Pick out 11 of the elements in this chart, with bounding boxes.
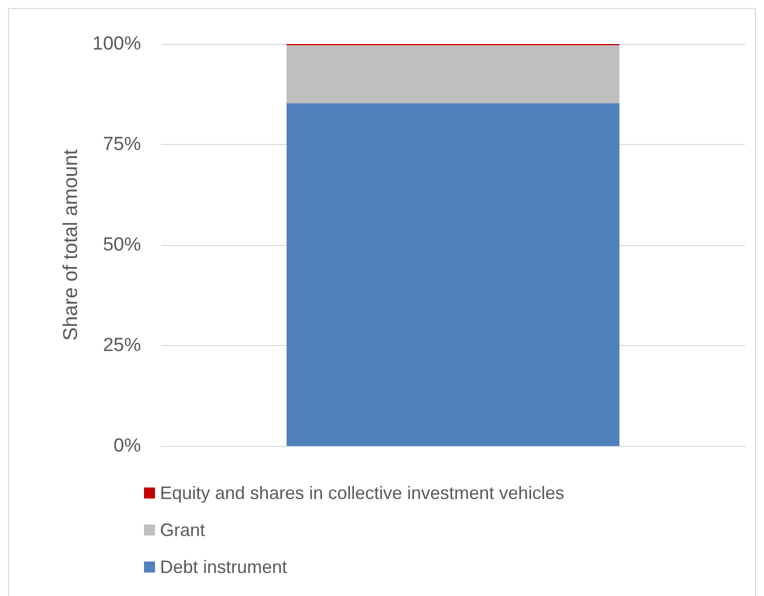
y-tick-label: 75% — [102, 134, 142, 155]
y-tick-label: 100% — [92, 34, 142, 54]
bar — [286, 103, 620, 446]
y-tick-label: 25% — [102, 335, 142, 356]
y-axis-title: Share of total amount — [60, 148, 82, 341]
legend-label: Grant — [160, 520, 206, 540]
y-tick-label: 0% — [114, 436, 142, 456]
y-tick-label: 50% — [102, 234, 142, 256]
legend-label: Equity and shares in collective investment vehicles — [160, 483, 564, 503]
bar — [286, 45, 620, 104]
legend-label: Debt instrument — [160, 557, 288, 577]
